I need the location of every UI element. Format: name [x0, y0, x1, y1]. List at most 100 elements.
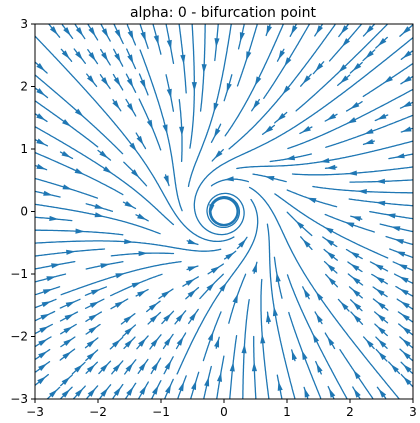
stream-arrow	[148, 302, 158, 311]
stream-arrow	[178, 381, 184, 392]
stream-arrow	[352, 62, 362, 72]
stream-arrow	[402, 26, 411, 35]
stream-arrow	[139, 79, 146, 90]
stream-arrow	[277, 381, 283, 391]
stream-arrow	[316, 363, 323, 373]
stream-arrow	[75, 51, 83, 61]
stream-arrow	[402, 75, 412, 83]
stream-arrow	[36, 163, 47, 170]
stream-arrow	[125, 362, 134, 372]
stream-arrow	[161, 290, 171, 298]
stream-arrow	[165, 384, 172, 394]
stream-arrow	[87, 388, 96, 397]
stream-arrow	[301, 350, 308, 360]
stream-arrow	[187, 266, 198, 272]
stream-arrow	[395, 153, 405, 159]
stream-arrow	[397, 263, 408, 271]
stream-arrow	[246, 51, 252, 61]
stream-arrow	[36, 88, 46, 96]
stream-arrow	[378, 388, 387, 398]
stream-arrow	[88, 314, 98, 321]
stream-arrow	[62, 184, 73, 190]
stream-arrow	[163, 175, 169, 186]
stream-arrow	[101, 28, 109, 38]
stream-arrow	[214, 337, 220, 348]
stream-arrow	[390, 226, 401, 232]
stream-arrow	[63, 27, 71, 37]
stream-arrow	[86, 351, 96, 361]
stream-arrow	[179, 126, 185, 137]
stream-arrow	[86, 339, 96, 348]
stream-arrow	[278, 50, 285, 60]
x-tick-label: 1	[283, 405, 291, 419]
stream-arrow	[210, 266, 221, 274]
stream-arrow	[88, 326, 98, 334]
stream-arrow	[375, 276, 385, 284]
stream-arrow	[315, 62, 324, 72]
stream-arrow	[306, 197, 317, 204]
stream-arrow	[75, 228, 85, 234]
stream-arrow	[302, 239, 311, 248]
stream-arrow	[89, 301, 100, 308]
stream-arrow	[315, 291, 324, 301]
x-tick-label: 3	[409, 405, 417, 419]
stream-arrow	[400, 313, 410, 322]
stream-arrow	[100, 387, 109, 397]
stream-arrow	[61, 150, 71, 158]
stream-line	[228, 24, 336, 150]
stream-arrow	[272, 306, 278, 317]
stream-arrow	[376, 301, 386, 310]
stream-arrow	[347, 170, 358, 176]
stream-arrow	[326, 251, 336, 260]
stream-arrow	[365, 25, 374, 34]
stream-arrow	[187, 289, 197, 298]
stream-arrow	[176, 336, 184, 346]
stream-arrow	[213, 102, 219, 113]
stream-arrow	[90, 289, 101, 296]
stream-arrow	[375, 200, 386, 206]
stream-arrow	[219, 282, 227, 292]
stream-arrow	[350, 263, 360, 272]
stream-arrow	[403, 376, 412, 386]
stream-arrow	[241, 343, 247, 354]
stream-arrow	[62, 351, 72, 360]
stream-arrow	[353, 369, 361, 380]
stream-arrow	[327, 336, 335, 346]
stream-arrow	[265, 312, 272, 323]
stream-arrow	[61, 50, 70, 60]
stream-arrow	[365, 50, 374, 59]
stream-arrow	[65, 301, 76, 308]
stream-arrow	[375, 178, 386, 184]
stream-arrow	[123, 315, 133, 324]
stream-arrow	[126, 103, 134, 113]
stream-arrow	[113, 386, 122, 396]
stream-arrow	[214, 150, 223, 159]
stream-arrow	[326, 263, 336, 272]
stream-arrow	[319, 157, 330, 164]
stream-arrow	[402, 50, 412, 59]
stream-arrow	[352, 314, 362, 323]
stream-arrow	[113, 77, 121, 87]
stream-arrow	[251, 361, 258, 372]
stream-arrow	[42, 289, 53, 295]
stream-arrow	[377, 37, 387, 47]
stream-arrow	[364, 139, 374, 145]
stream-arrow	[402, 351, 411, 360]
stream-arrow	[187, 238, 198, 245]
stream-arrow	[232, 293, 238, 304]
stream-arrow	[207, 331, 214, 341]
stream-arrow	[139, 385, 147, 395]
stream-arrow	[146, 119, 153, 130]
stream-arrow	[377, 326, 386, 335]
stream-arrow	[375, 288, 385, 297]
stream-arrow	[206, 282, 215, 292]
stream-arrow	[51, 263, 61, 269]
stream-arrow	[101, 52, 109, 62]
stream-arrow	[166, 88, 172, 99]
stream-arrow	[189, 311, 197, 321]
stream-arrow	[225, 252, 235, 260]
stream-arrow	[127, 54, 134, 64]
stream-arrow	[376, 313, 386, 322]
stream-arrow	[402, 338, 411, 347]
stream-arrow	[100, 263, 110, 269]
